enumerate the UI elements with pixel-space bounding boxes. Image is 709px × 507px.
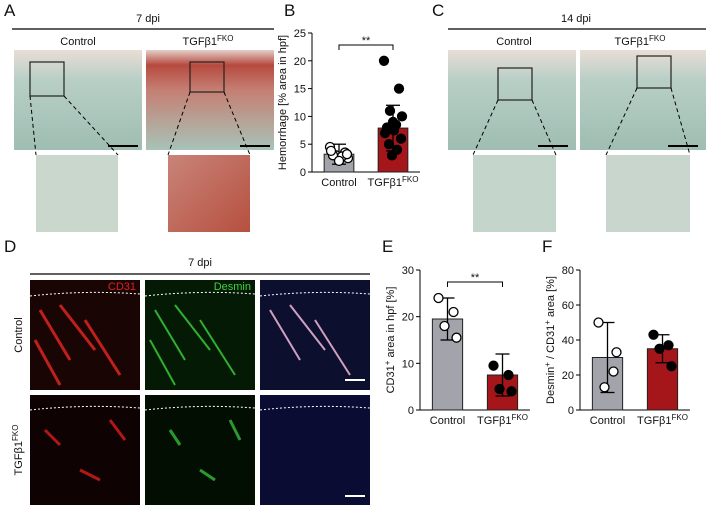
x-tick-label: TGFβ1FKO bbox=[368, 175, 419, 189]
data-point bbox=[663, 340, 674, 351]
channel-label: Desmin bbox=[214, 281, 251, 293]
panel-letter: B bbox=[284, 1, 295, 20]
panel-title: 14 dpi bbox=[561, 13, 591, 25]
row-label: TGFβ1FKO bbox=[11, 425, 25, 476]
y-axis-label: CD31+ area in hpf [%] bbox=[383, 287, 397, 394]
data-point bbox=[325, 145, 337, 157]
y-tick-label: 10 bbox=[294, 111, 306, 123]
data-point bbox=[593, 317, 604, 328]
zoom-box bbox=[497, 67, 533, 101]
channel-label: CD31 bbox=[108, 281, 136, 293]
histology-image bbox=[146, 50, 274, 150]
data-point bbox=[599, 382, 610, 393]
panel-letter: C bbox=[432, 1, 444, 20]
data-point bbox=[387, 116, 399, 128]
x-tick-label: TGFβ1FKO bbox=[477, 413, 528, 427]
panel-letter: F bbox=[542, 237, 552, 256]
significance-bracket bbox=[338, 44, 394, 50]
y-tick-label: 20 bbox=[402, 312, 414, 324]
y-axis-label: Desmin+ / CD31+ area [%] bbox=[543, 276, 557, 404]
y-tick-label: 5 bbox=[300, 139, 306, 151]
y-tick-label: 0 bbox=[568, 405, 574, 417]
zoom-box bbox=[636, 55, 672, 89]
y-tick-label: 20 bbox=[294, 56, 306, 68]
y-tick-label: 20 bbox=[562, 370, 574, 382]
data-point bbox=[654, 343, 665, 354]
zoom-image bbox=[36, 155, 118, 232]
panel-letter: D bbox=[4, 237, 16, 256]
y-tick-label: 25 bbox=[294, 28, 306, 40]
significance-label: ** bbox=[471, 272, 480, 284]
data-point bbox=[439, 320, 450, 332]
row-label: Control bbox=[13, 317, 25, 352]
data-point bbox=[384, 105, 396, 116]
data-point bbox=[396, 111, 408, 122]
data-point bbox=[666, 361, 677, 372]
data-point bbox=[506, 386, 517, 397]
data-point bbox=[448, 306, 459, 318]
data-point bbox=[341, 149, 353, 160]
y-tick-label: 0 bbox=[300, 167, 306, 179]
vessel-decoration bbox=[149, 304, 236, 386]
data-point bbox=[494, 383, 505, 395]
data-point bbox=[503, 369, 514, 381]
column-label: Control bbox=[60, 36, 95, 48]
data-point bbox=[451, 332, 462, 343]
significance-label: ** bbox=[362, 35, 371, 47]
data-point bbox=[386, 150, 398, 161]
fluorescence-image bbox=[260, 280, 370, 390]
vessel-decoration bbox=[33, 304, 122, 386]
panel-letter: E bbox=[382, 237, 393, 256]
fluorescence-image bbox=[260, 395, 370, 505]
y-axis-label: Hemorrhage [% area in hpf] bbox=[277, 35, 289, 170]
data-point bbox=[648, 329, 659, 340]
zoom-image bbox=[606, 155, 690, 232]
significance-bracket bbox=[447, 281, 503, 287]
data-point bbox=[608, 366, 619, 377]
fluorescence-image bbox=[145, 395, 255, 505]
zoom-connector bbox=[29, 91, 251, 156]
data-point bbox=[395, 133, 407, 144]
data-point bbox=[333, 155, 345, 167]
y-tick-label: 40 bbox=[562, 335, 574, 347]
panel-letter: A bbox=[4, 1, 16, 20]
data-point bbox=[488, 360, 499, 371]
y-tick-label: 0 bbox=[408, 405, 414, 417]
vessel-decoration bbox=[43, 419, 127, 482]
fluorescence-image bbox=[145, 280, 255, 390]
data-point bbox=[379, 127, 391, 139]
x-tick-label: Control bbox=[430, 415, 465, 427]
data-point bbox=[383, 139, 395, 150]
histology-image bbox=[580, 50, 706, 150]
data-point bbox=[388, 125, 400, 136]
vessel-decoration bbox=[269, 304, 351, 376]
y-tick-label: 15 bbox=[294, 84, 306, 96]
x-tick-label: TGFβ1FKO bbox=[637, 413, 688, 427]
data-point bbox=[393, 83, 405, 94]
panel-title: 7 dpi bbox=[188, 257, 212, 269]
zoom-box bbox=[189, 61, 225, 93]
x-tick-label: Control bbox=[590, 415, 625, 427]
y-tick-label: 30 bbox=[402, 265, 414, 277]
zoom-box bbox=[29, 61, 65, 97]
zoom-connector bbox=[472, 87, 691, 156]
zoom-image bbox=[168, 155, 250, 232]
x-tick-label: Control bbox=[321, 177, 356, 189]
data-point bbox=[433, 292, 444, 304]
column-label: Control bbox=[496, 36, 531, 48]
data-point bbox=[611, 347, 622, 358]
zoom-image bbox=[473, 155, 556, 232]
fluorescence-image bbox=[30, 395, 140, 505]
histology-image bbox=[14, 50, 142, 150]
panel-title: 7 dpi bbox=[136, 13, 160, 25]
y-tick-label: 10 bbox=[402, 358, 414, 370]
data-point bbox=[378, 55, 390, 66]
vessel-decoration bbox=[168, 419, 242, 482]
column-label: TGFβ1FKO bbox=[615, 34, 666, 48]
y-tick-label: 80 bbox=[562, 265, 574, 277]
y-tick-label: 60 bbox=[562, 300, 574, 312]
column-label: TGFβ1FKO bbox=[183, 34, 234, 48]
